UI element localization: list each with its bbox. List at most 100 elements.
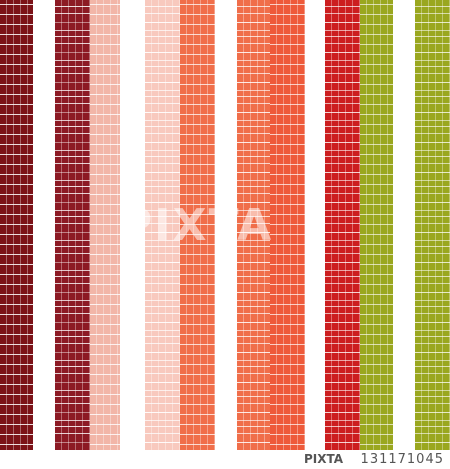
grid-line-vertical: [276, 0, 277, 450]
grid-line-horizontal: [0, 244, 33, 245]
grid-line-horizontal: [270, 4, 305, 5]
grid-line-horizontal: [270, 334, 305, 335]
grid-line-horizontal: [0, 14, 33, 15]
grid-line-horizontal: [415, 126, 450, 127]
grid-line-horizontal: [415, 336, 450, 337]
grid-line-horizontal: [415, 210, 450, 211]
grid-line-horizontal: [145, 210, 180, 211]
grid-line-horizontal: [325, 352, 360, 353]
grid-line-horizontal: [237, 180, 270, 181]
grid-line-horizontal: [0, 414, 33, 415]
grid-line-horizontal: [0, 344, 33, 345]
grid-line-horizontal: [325, 253, 360, 254]
grid-line-horizontal: [55, 60, 90, 61]
grid-line-vertical: [264, 0, 265, 450]
grid-line-horizontal: [415, 292, 450, 293]
grid-line-horizontal: [237, 426, 270, 427]
grid-line-horizontal: [145, 306, 180, 307]
grid-line-vertical: [421, 0, 422, 450]
grid-line-horizontal: [415, 270, 450, 271]
grid-line-horizontal: [270, 64, 305, 65]
grid-line-vertical: [158, 0, 159, 450]
grid-line-horizontal: [145, 120, 180, 121]
grid-line-horizontal: [145, 262, 180, 263]
grid-line-vertical: [75, 0, 76, 450]
grid-line-horizontal: [415, 262, 450, 263]
grid-line-horizontal: [270, 154, 305, 155]
grid-line-vertical: [250, 0, 251, 450]
grid-line-horizontal: [90, 74, 120, 75]
grid-line-horizontal: [55, 112, 90, 113]
grid-line-horizontal: [237, 283, 270, 284]
grid-line-horizontal: [0, 164, 33, 165]
grid-line-horizontal: [0, 434, 33, 435]
footer-bar: PIXTA 131171045: [0, 450, 450, 469]
grid-line-horizontal: [145, 396, 180, 397]
grid-line-vertical: [179, 0, 180, 450]
grid-line-horizontal: [360, 384, 393, 385]
grid-line-horizontal: [415, 30, 450, 31]
grid-line-horizontal: [270, 214, 305, 215]
grid-line-horizontal: [180, 394, 215, 395]
grid-line-horizontal: [55, 426, 90, 427]
grid-line-horizontal: [237, 60, 270, 61]
grid-line-horizontal: [145, 66, 180, 67]
grid-line-vertical: [331, 0, 332, 450]
grid-line-horizontal: [415, 373, 450, 374]
grid-line-horizontal: [55, 22, 90, 23]
grid-line-horizontal: [55, 120, 90, 121]
stripe-white: [305, 0, 325, 450]
grid-line-horizontal: [180, 174, 215, 175]
grid-line-horizontal: [145, 60, 180, 61]
grid-line-horizontal: [237, 442, 270, 443]
grid-line-horizontal: [325, 322, 360, 323]
grid-line-vertical: [117, 0, 118, 450]
grid-line-horizontal: [360, 244, 393, 245]
grid-line-horizontal: [180, 374, 215, 375]
grid-line-horizontal: [325, 283, 360, 284]
grid-line-horizontal: [415, 6, 450, 7]
grid-line-horizontal: [415, 156, 450, 157]
grid-line-horizontal: [237, 13, 270, 14]
grid-line-horizontal: [415, 396, 450, 397]
grid-line-vertical: [243, 0, 244, 450]
grid-line-horizontal: [415, 142, 450, 143]
grid-line-vertical: [290, 0, 291, 450]
grid-line-horizontal: [325, 6, 360, 7]
grid-line-horizontal: [237, 300, 270, 301]
grid-line-horizontal: [55, 343, 90, 344]
grid-line-horizontal: [0, 24, 33, 25]
grid-line-horizontal: [0, 74, 33, 75]
grid-line-horizontal: [237, 210, 270, 211]
grid-line-horizontal: [415, 420, 450, 421]
grid-line-horizontal: [360, 14, 393, 15]
grid-line-horizontal: [180, 304, 215, 305]
grid-line-horizontal: [0, 64, 33, 65]
grid-line-horizontal: [270, 384, 305, 385]
grid-line-horizontal: [270, 264, 305, 265]
grid-line-horizontal: [415, 330, 450, 331]
grid-line-horizontal: [237, 90, 270, 91]
grid-line-horizontal: [55, 96, 90, 97]
grid-line-horizontal: [325, 246, 360, 247]
grid-line-horizontal: [145, 163, 180, 164]
grid-line-vertical: [13, 0, 14, 450]
grid-line-vertical: [165, 0, 166, 450]
grid-line-horizontal: [180, 204, 215, 205]
grid-line-horizontal: [145, 232, 180, 233]
grid-line-horizontal: [180, 54, 215, 55]
grid-line-horizontal: [237, 306, 270, 307]
grid-line-horizontal: [55, 300, 90, 301]
stripe-pink: [90, 0, 120, 450]
grid-line-horizontal: [55, 193, 90, 194]
grid-line-horizontal: [325, 202, 360, 203]
grid-line-horizontal: [360, 114, 393, 115]
grid-line-horizontal: [180, 94, 215, 95]
grid-line-horizontal: [237, 390, 270, 391]
grid-line-horizontal: [0, 384, 33, 385]
grid-line-horizontal: [325, 90, 360, 91]
grid-line-horizontal: [145, 202, 180, 203]
grid-line-horizontal: [270, 424, 305, 425]
grid-line-horizontal: [145, 373, 180, 374]
grid-line-horizontal: [180, 194, 215, 195]
